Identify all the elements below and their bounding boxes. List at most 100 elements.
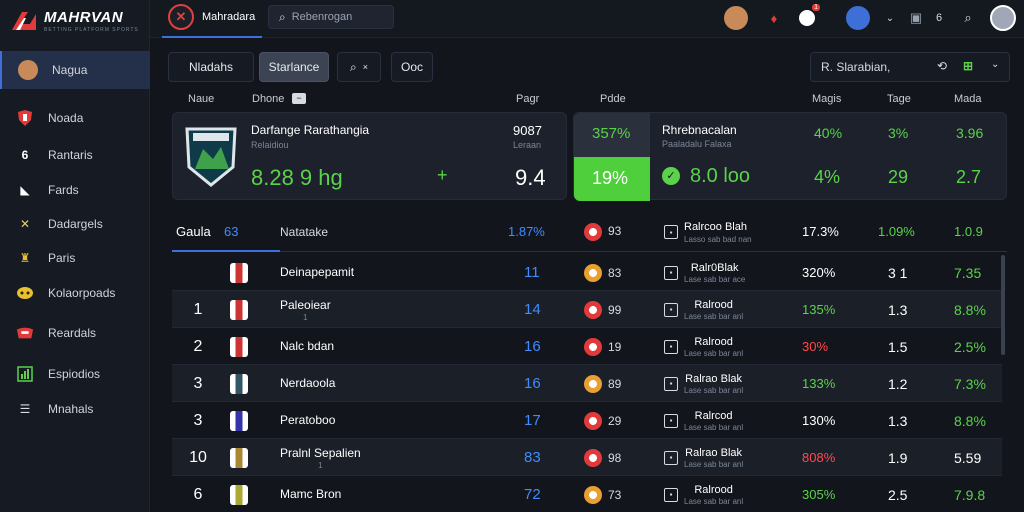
row-flag-num: 98 bbox=[608, 450, 622, 465]
row-a[interactable]: 135% bbox=[802, 302, 836, 317]
brand-name: MAHRVAN bbox=[44, 9, 124, 26]
column-header[interactable]: Magis bbox=[812, 93, 842, 105]
header-flag-num: 93 bbox=[608, 224, 622, 238]
trophy-icon: ♜ bbox=[19, 251, 31, 265]
topbar: ✕ Mahradara ⌕ Rebenrogan ♦ 1 ⌄ ▣ 6 ⌕ bbox=[150, 0, 1024, 38]
row-market-sub: Lase sab bar anl bbox=[684, 459, 744, 469]
filter-button-4[interactable]: Ooc bbox=[391, 52, 433, 82]
number-six-icon: 6 bbox=[21, 148, 29, 162]
chat-icon[interactable]: 1 bbox=[795, 4, 820, 30]
scrollbar[interactable] bbox=[1001, 255, 1005, 355]
table-row[interactable]: 3 Nerdaoola 16 89 ▪ Ralrao Blak Lase sab… bbox=[172, 365, 1002, 402]
table-row[interactable]: 6 Mamc Bron 72 73 ▪ Ralrood Lase sab bar… bbox=[172, 476, 1002, 512]
sidebar-item-5[interactable]: ♜ Paris bbox=[0, 240, 150, 276]
flag-icon bbox=[584, 223, 602, 241]
row-team: Peratoboo bbox=[280, 402, 335, 439]
table-row[interactable]: 10 Pralnl Sepalien 1 83 98 ▪ Ralrao Blak… bbox=[172, 439, 1002, 476]
row-c[interactable]: 5.59 bbox=[954, 449, 982, 466]
table-row[interactable]: Deinapepamit 11 83 ▪ Ralr0Blak Lase sab … bbox=[172, 254, 1002, 291]
row-b[interactable]: 1.5 bbox=[888, 338, 908, 355]
row-market[interactable]: Ralrood Lase sab bar anl bbox=[684, 476, 743, 512]
sidebar-item-1[interactable]: Noada bbox=[0, 100, 150, 136]
row-a[interactable]: 133% bbox=[802, 376, 836, 391]
column-header[interactable]: Mada bbox=[954, 93, 982, 105]
search-icon[interactable]: ⌕ bbox=[964, 10, 972, 25]
row-market-name: Ralrao Blak bbox=[685, 446, 742, 459]
profile-avatar-icon[interactable] bbox=[846, 6, 870, 30]
featured-right-name: Rhrebnacalan bbox=[662, 123, 737, 137]
market-icon: ▪ bbox=[664, 225, 678, 239]
sidebar-item-4[interactable]: ✕ Dadargels bbox=[0, 206, 150, 242]
refresh-icon[interactable]: ⟲ bbox=[937, 59, 948, 73]
sidebar-item-3[interactable]: ◣ Fards bbox=[0, 172, 150, 208]
flag-icon[interactable]: ▣ bbox=[909, 10, 923, 25]
sidebar-item-0[interactable]: Nagua bbox=[0, 51, 150, 89]
sidebar-item-8[interactable]: Espiodios bbox=[0, 356, 150, 392]
filter-button-1[interactable]: Nladahs bbox=[168, 52, 254, 82]
sidebar-item-7[interactable]: Reardals bbox=[0, 315, 150, 351]
table-row[interactable]: 1 Paleoiear 1 14 99 ▪ Ralrood Lase sab b… bbox=[172, 291, 1002, 328]
row-market[interactable]: Ralrao Blak Lase sab bar anl bbox=[684, 365, 743, 402]
user-avatar-icon[interactable] bbox=[724, 6, 748, 30]
row-a[interactable]: 320% bbox=[802, 265, 836, 280]
featured-stats-card[interactable]: 357% 19% Rhrebnacalan Paaladalu Falaxa ✓… bbox=[573, 112, 1007, 201]
column-header[interactable]: Dhone bbox=[252, 93, 285, 105]
featured-plus: + bbox=[437, 165, 448, 185]
row-b[interactable]: 1.3 bbox=[888, 412, 908, 429]
sidebar-item-6[interactable]: Kolaorpoads bbox=[0, 275, 150, 311]
brand[interactable]: MAHRVAN BETTING PLATFORM SPORTS bbox=[0, 0, 149, 42]
row-a[interactable]: 808% bbox=[802, 450, 836, 465]
filter-button-2[interactable]: Starlance bbox=[259, 52, 329, 82]
row-c[interactable]: 8.8% bbox=[954, 412, 986, 429]
account-avatar-icon[interactable] bbox=[990, 5, 1016, 31]
chevron-down-icon[interactable]: ⌄ bbox=[885, 12, 895, 24]
row-c[interactable]: 7.35 bbox=[954, 264, 982, 281]
chevron-down-icon[interactable]: ⌄ bbox=[991, 59, 1000, 70]
row-flag-num: 19 bbox=[608, 339, 622, 354]
search-input[interactable]: ⌕ Rebenrogan bbox=[268, 5, 394, 29]
row-market[interactable]: Ralrood Lase sab bar anl bbox=[684, 328, 743, 365]
row-c[interactable]: 2.5% bbox=[954, 338, 986, 355]
row-b[interactable]: 1.9 bbox=[888, 449, 908, 466]
app-logo-icon[interactable]: ✕ bbox=[168, 4, 194, 30]
table-row[interactable]: 3 Peratoboo 17 29 ▪ Ralrcod Lase sab bar… bbox=[172, 402, 1002, 439]
row-a[interactable]: 30% bbox=[802, 339, 829, 354]
row-market-name: Ralrood bbox=[694, 335, 733, 348]
row-market-name: Ralrao Blak bbox=[685, 372, 742, 385]
row-market[interactable]: Ralrood Lase sab bar anl bbox=[684, 291, 743, 328]
row-market[interactable]: Ralrao Blak Lase sab bar anl bbox=[684, 439, 743, 476]
row-a[interactable]: 130% bbox=[802, 413, 836, 428]
sidebar-item-9[interactable]: ☰ Mnahals bbox=[0, 391, 150, 427]
grid-icon[interactable]: ⊞ bbox=[963, 59, 974, 73]
sidebar-item-2[interactable]: 6 Rantaris bbox=[0, 137, 150, 173]
row-market[interactable]: Ralr0Blak Lase sab bar ace bbox=[684, 254, 745, 291]
row-b[interactable]: 1.2 bbox=[888, 375, 908, 392]
team-crest-icon bbox=[230, 291, 248, 328]
row-c[interactable]: 7.3% bbox=[954, 375, 986, 392]
column-header[interactable]: Naue bbox=[188, 93, 215, 105]
row-team: Pralnl Sepalien 1 bbox=[280, 439, 361, 476]
filter-select[interactable]: R. Slarabian, ⟲ ⊞ ⌄ bbox=[810, 52, 1010, 82]
row-market[interactable]: Ralrcod Lase sab bar anl bbox=[684, 402, 743, 439]
table-row[interactable]: 2 Nalc bdan 16 19 ▪ Ralrood Lase sab bar… bbox=[172, 328, 1002, 365]
team-crest-icon bbox=[230, 254, 248, 291]
sort-icon[interactable]: − bbox=[292, 93, 306, 104]
search-icon: ⌕ bbox=[279, 9, 286, 24]
row-b[interactable]: 1.3 bbox=[888, 301, 908, 318]
flame-icon[interactable]: ♦ bbox=[770, 10, 778, 26]
featured-score-top: 9087 bbox=[513, 123, 542, 138]
tab-games[interactable]: Gaula bbox=[176, 224, 211, 239]
column-header[interactable]: Pagr bbox=[516, 93, 540, 105]
row-b[interactable]: 2.5 bbox=[888, 486, 908, 503]
column-header[interactable]: Tage bbox=[887, 93, 911, 105]
column-header[interactable]: Pdde bbox=[600, 93, 626, 105]
chart-icon bbox=[16, 365, 34, 383]
row-a[interactable]: 305% bbox=[802, 487, 836, 502]
row-b[interactable]: 3 1 bbox=[888, 264, 908, 281]
row-c[interactable]: 8.8% bbox=[954, 301, 986, 318]
filter-search-button[interactable]: ⌕ × bbox=[337, 52, 381, 82]
featured-match-card[interactable]: Darfange Rarathangia Relaidiou 8.28 9 hg… bbox=[172, 112, 567, 200]
row-rank: 1 bbox=[193, 300, 203, 318]
row-c[interactable]: 7.9.8 bbox=[954, 486, 986, 503]
topbar-title[interactable]: Mahradara bbox=[202, 11, 256, 23]
